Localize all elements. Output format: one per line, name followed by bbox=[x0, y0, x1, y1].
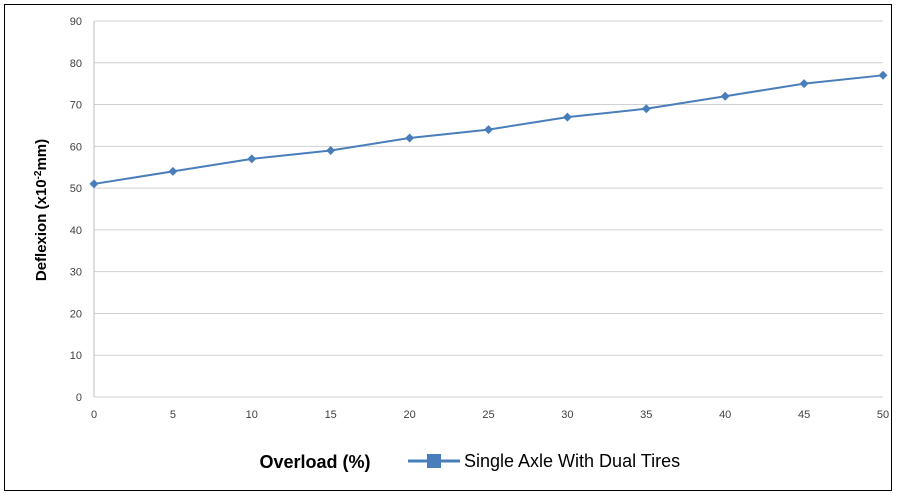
data-point-35 bbox=[641, 104, 651, 114]
y-tick-label-30: 30 bbox=[70, 267, 82, 279]
y-axis-ticks: 0 10 20 30 40 50 60 70 80 90 bbox=[70, 16, 82, 404]
y-tick-label-90: 90 bbox=[70, 16, 82, 28]
x-tick-label-35: 35 bbox=[640, 409, 652, 421]
x-tick-label-20: 20 bbox=[403, 409, 415, 421]
x-tick-label-10: 10 bbox=[246, 409, 258, 421]
data-point-50 bbox=[878, 70, 888, 80]
chart-frame bbox=[4, 4, 892, 491]
y-tick-label-10: 10 bbox=[70, 350, 82, 362]
y-axis-label: Deflexion (x10-2mm) bbox=[33, 139, 51, 281]
legend-entry: Single Axle With Dual Tires bbox=[464, 451, 680, 471]
x-tick-label-40: 40 bbox=[719, 409, 731, 421]
y-tick-label-70: 70 bbox=[70, 100, 82, 112]
x-tick-label-5: 5 bbox=[170, 409, 176, 421]
x-axis-label: Overload (%) bbox=[259, 452, 370, 472]
data-point-25 bbox=[484, 125, 493, 135]
y-tick-label-50: 50 bbox=[70, 183, 82, 195]
data-point-45 bbox=[799, 79, 809, 89]
y-tick-label-40: 40 bbox=[70, 225, 82, 237]
grid-lines bbox=[93, 20, 883, 398]
data-point-30 bbox=[562, 112, 572, 122]
x-tick-label-30: 30 bbox=[561, 409, 573, 421]
data-point-20 bbox=[405, 133, 415, 143]
series-group bbox=[89, 70, 888, 189]
y-tick-label-0: 0 bbox=[76, 392, 82, 404]
legend: Single Axle With Dual Tires bbox=[408, 451, 680, 471]
data-point-15 bbox=[326, 146, 336, 156]
data-point-10 bbox=[247, 154, 257, 164]
data-point-5 bbox=[168, 166, 178, 176]
y-tick-label-20: 20 bbox=[70, 308, 82, 320]
x-axis-ticks: 0 5 10 15 20 25 30 35 40 45 50 bbox=[91, 409, 889, 421]
y-tick-label-60: 60 bbox=[70, 141, 82, 153]
x-tick-label-15: 15 bbox=[325, 409, 337, 421]
data-point-40 bbox=[720, 91, 730, 101]
x-tick-label-50: 50 bbox=[877, 409, 889, 421]
y-tick-label-80: 80 bbox=[70, 58, 82, 70]
data-point-0 bbox=[89, 179, 99, 189]
x-tick-label-25: 25 bbox=[482, 409, 494, 421]
x-tick-label-0: 0 bbox=[91, 409, 97, 421]
legend-marker bbox=[427, 454, 441, 468]
x-tick-label-45: 45 bbox=[798, 409, 810, 421]
